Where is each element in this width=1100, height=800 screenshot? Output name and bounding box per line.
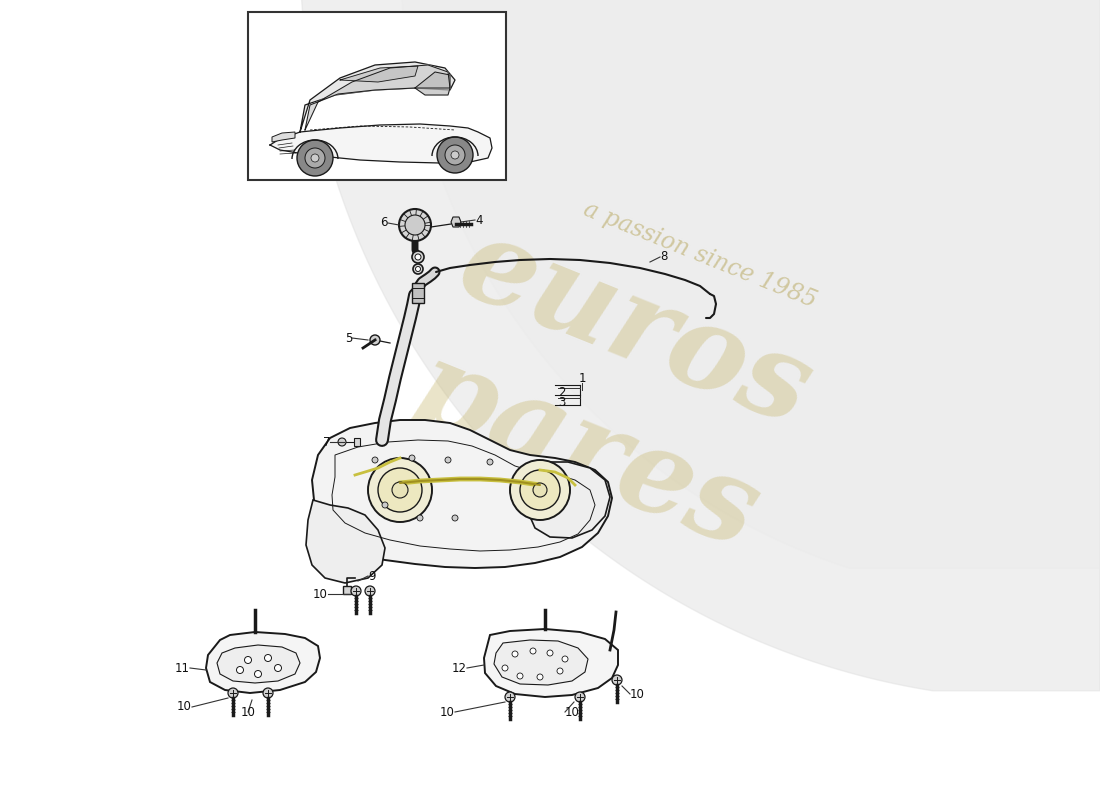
Text: a passion since 1985: a passion since 1985 xyxy=(580,198,820,312)
Polygon shape xyxy=(451,217,461,227)
Circle shape xyxy=(510,460,570,520)
Polygon shape xyxy=(270,124,492,163)
Circle shape xyxy=(452,515,458,521)
Circle shape xyxy=(487,459,493,465)
Circle shape xyxy=(275,665,282,671)
Circle shape xyxy=(264,654,272,662)
Bar xyxy=(412,283,424,303)
Circle shape xyxy=(311,154,319,162)
Circle shape xyxy=(530,648,536,654)
Circle shape xyxy=(409,455,415,461)
Text: 10: 10 xyxy=(314,587,328,601)
Polygon shape xyxy=(272,132,295,142)
Polygon shape xyxy=(415,72,450,95)
Text: 6: 6 xyxy=(381,217,388,230)
Circle shape xyxy=(228,688,238,698)
Polygon shape xyxy=(494,640,588,685)
Circle shape xyxy=(305,148,324,168)
Circle shape xyxy=(297,140,333,176)
Circle shape xyxy=(236,666,243,674)
Circle shape xyxy=(437,137,473,173)
Circle shape xyxy=(351,586,361,596)
Text: 8: 8 xyxy=(660,250,668,263)
Circle shape xyxy=(415,254,421,260)
Circle shape xyxy=(399,209,431,241)
Polygon shape xyxy=(206,632,320,693)
Circle shape xyxy=(451,151,459,159)
Circle shape xyxy=(244,657,252,663)
Circle shape xyxy=(505,692,515,702)
Circle shape xyxy=(512,651,518,657)
Circle shape xyxy=(365,586,375,596)
Circle shape xyxy=(368,458,432,522)
Text: 10: 10 xyxy=(565,706,580,718)
Polygon shape xyxy=(306,500,385,583)
Text: 7: 7 xyxy=(322,435,330,449)
Text: 11: 11 xyxy=(175,662,190,674)
Polygon shape xyxy=(340,66,418,82)
Text: 2: 2 xyxy=(558,386,565,399)
Circle shape xyxy=(547,650,553,656)
Text: 10: 10 xyxy=(177,701,192,714)
Circle shape xyxy=(254,670,262,678)
Circle shape xyxy=(412,251,424,263)
Circle shape xyxy=(612,675,621,685)
Polygon shape xyxy=(343,586,351,594)
Circle shape xyxy=(520,470,560,510)
Bar xyxy=(248,12,506,180)
Circle shape xyxy=(502,665,508,671)
Text: 4: 4 xyxy=(475,214,483,226)
Text: 10: 10 xyxy=(241,706,255,718)
Polygon shape xyxy=(484,629,618,697)
Polygon shape xyxy=(354,438,360,446)
Text: 12: 12 xyxy=(452,662,468,674)
Polygon shape xyxy=(310,420,612,568)
Circle shape xyxy=(392,482,408,498)
Circle shape xyxy=(575,692,585,702)
Circle shape xyxy=(557,668,563,674)
Circle shape xyxy=(534,483,547,497)
Circle shape xyxy=(338,438,346,446)
Text: 10: 10 xyxy=(630,687,645,701)
Circle shape xyxy=(417,515,424,521)
Text: 5: 5 xyxy=(344,331,352,345)
Text: 9: 9 xyxy=(368,570,375,582)
Polygon shape xyxy=(305,65,450,130)
Circle shape xyxy=(446,145,465,165)
Polygon shape xyxy=(300,62,455,132)
Circle shape xyxy=(412,264,424,274)
Circle shape xyxy=(263,688,273,698)
Circle shape xyxy=(405,215,425,235)
Circle shape xyxy=(446,457,451,463)
Circle shape xyxy=(370,335,379,345)
Circle shape xyxy=(517,673,522,679)
Text: 1: 1 xyxy=(579,371,585,385)
Polygon shape xyxy=(217,645,300,683)
Circle shape xyxy=(537,674,543,680)
Text: 3: 3 xyxy=(559,397,565,410)
Circle shape xyxy=(562,656,568,662)
Circle shape xyxy=(378,468,422,512)
Circle shape xyxy=(372,457,378,463)
Text: euros
pares: euros pares xyxy=(393,206,827,574)
Circle shape xyxy=(416,266,420,271)
Circle shape xyxy=(382,502,388,508)
Polygon shape xyxy=(528,462,611,538)
Text: 10: 10 xyxy=(440,706,455,718)
